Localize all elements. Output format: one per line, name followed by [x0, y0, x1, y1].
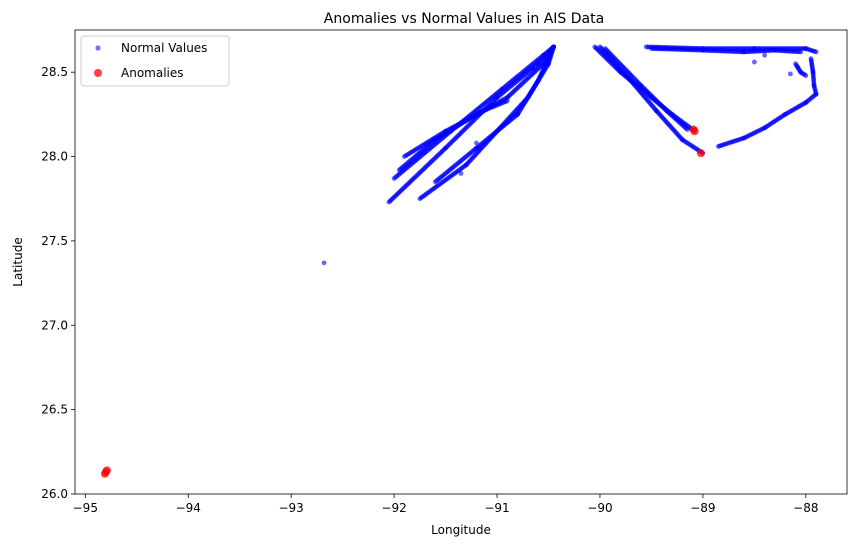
x-axis-label: Longitude: [431, 523, 491, 537]
anomaly-point: [696, 149, 705, 158]
normal-value-point: [530, 66, 536, 72]
normal-value-point: [504, 98, 510, 104]
plot-background: [75, 30, 847, 494]
y-axis: 26.0 26.5 27.0 27.5 28.0 28.5: [41, 65, 75, 501]
normal-value-point: [813, 91, 819, 97]
normal-value-point: [321, 260, 327, 266]
plot-frame: [74, 29, 848, 495]
legend: Normal Values Anomalies: [80, 35, 230, 87]
normal-value-point: [798, 49, 804, 55]
plot-area: [74, 29, 848, 495]
y-axis-label: Latitude: [11, 237, 25, 286]
y-tick-label: 27.5: [41, 234, 68, 248]
y-tick-label: 26.5: [41, 403, 68, 417]
normal-value-point: [803, 73, 809, 78]
y-tick-label: 28.5: [41, 65, 68, 79]
normal-value-point: [551, 44, 557, 50]
x-tick-label: −92: [381, 501, 406, 515]
normal-value-point: [762, 52, 768, 58]
data-points-layer: [100, 44, 819, 478]
x-tick-label: −95: [73, 501, 98, 515]
x-tick-label: −91: [484, 501, 509, 515]
normal-value-point: [813, 49, 819, 55]
legend-label-anomalies: Anomalies: [121, 66, 184, 80]
normal-value-point: [458, 171, 464, 176]
y-tick-label: 27.0: [41, 318, 68, 332]
x-tick-label: −88: [793, 501, 818, 515]
x-tick-label: −90: [587, 501, 612, 515]
legend-box: [80, 35, 230, 87]
x-tick-label: −89: [690, 501, 715, 515]
anomaly-point: [690, 127, 699, 136]
anomaly-point: [102, 466, 111, 475]
normal-value-point: [474, 140, 479, 146]
normal-value-point: [795, 64, 800, 70]
x-tick-label: −93: [278, 501, 303, 515]
legend-label-normal: Normal Values: [121, 41, 207, 55]
chart-title: Anomalies vs Normal Values in AIS Data: [324, 11, 604, 27]
legend-marker-anomalies: [94, 69, 102, 77]
legend-marker-normal: [95, 45, 101, 51]
normal-value-point: [751, 59, 757, 65]
y-tick-label: 26.0: [41, 487, 68, 501]
normal-value-point: [787, 71, 793, 77]
x-tick-label: −94: [176, 501, 201, 515]
y-tick-label: 28.0: [41, 150, 68, 164]
normal-value-point: [685, 127, 690, 132]
x-axis: −95 −94 −93 −92 −91 −90 −89 −88: [73, 494, 818, 515]
